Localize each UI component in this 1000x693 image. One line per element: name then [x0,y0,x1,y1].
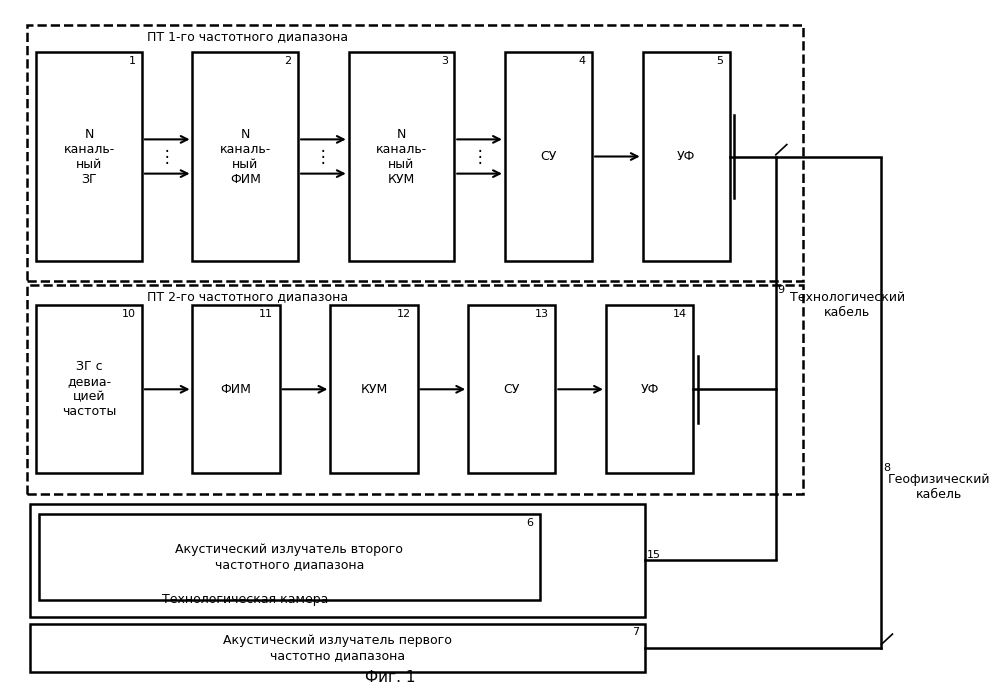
Text: N
каналь-
ный
КУМ: N каналь- ный КУМ [376,128,427,186]
Text: Технологический
кабель: Технологический кабель [790,292,905,319]
Text: Геофизический
кабель: Геофизический кабель [888,473,990,501]
Text: 4: 4 [579,55,586,66]
Text: 13: 13 [535,309,549,319]
FancyBboxPatch shape [330,306,418,473]
Text: 9: 9 [778,285,785,295]
FancyBboxPatch shape [643,52,730,261]
Text: 1: 1 [129,55,136,66]
FancyBboxPatch shape [606,306,693,473]
Text: КУМ: КУМ [360,383,388,396]
Text: 3: 3 [441,55,448,66]
FancyBboxPatch shape [468,306,555,473]
FancyBboxPatch shape [30,624,645,672]
Text: Фиг. 1: Фиг. 1 [365,670,415,685]
Text: 6: 6 [526,518,533,527]
Text: N
каналь-
ный
ЗГ: N каналь- ный ЗГ [64,128,115,186]
Text: 2: 2 [285,55,292,66]
FancyBboxPatch shape [27,25,803,281]
Text: 12: 12 [397,309,411,319]
Text: ПТ 1-го частотного диапазона: ПТ 1-го частотного диапазона [147,30,348,43]
Text: Акустический излучатель второго
частотного диапазона: Акустический излучатель второго частотно… [175,543,403,571]
Text: Технологическая камера: Технологическая камера [162,593,328,606]
Text: 11: 11 [259,309,273,319]
Text: ⋮: ⋮ [471,148,488,166]
Text: N
каналь-
ный
ФИМ: N каналь- ный ФИМ [220,128,271,186]
Text: СУ: СУ [540,150,557,163]
Text: УФ: УФ [677,150,695,163]
FancyBboxPatch shape [192,52,298,261]
Text: 5: 5 [716,55,723,66]
FancyBboxPatch shape [36,306,142,473]
Text: 15: 15 [647,550,661,561]
Text: СУ: СУ [504,383,520,396]
FancyBboxPatch shape [30,504,645,617]
Text: 10: 10 [122,309,136,319]
Text: Акустический излучатель первого
частотно диапазона: Акустический излучатель первого частотно… [223,634,452,662]
Text: УФ: УФ [640,383,659,396]
FancyBboxPatch shape [36,52,142,261]
Text: 8: 8 [883,463,890,473]
Text: 7: 7 [632,627,639,637]
FancyBboxPatch shape [505,52,592,261]
FancyBboxPatch shape [27,285,803,493]
Text: ФИМ: ФИМ [221,383,252,396]
FancyBboxPatch shape [349,52,454,261]
Text: 14: 14 [673,309,687,319]
FancyBboxPatch shape [192,306,280,473]
Text: ЗГ с
девиа-
цией
частоты: ЗГ с девиа- цией частоты [62,360,116,419]
Text: ⋮: ⋮ [315,148,332,166]
Text: ⋮: ⋮ [159,148,176,166]
FancyBboxPatch shape [39,514,540,600]
Text: ПТ 2-го частотного диапазона: ПТ 2-го частотного диапазона [147,290,348,304]
